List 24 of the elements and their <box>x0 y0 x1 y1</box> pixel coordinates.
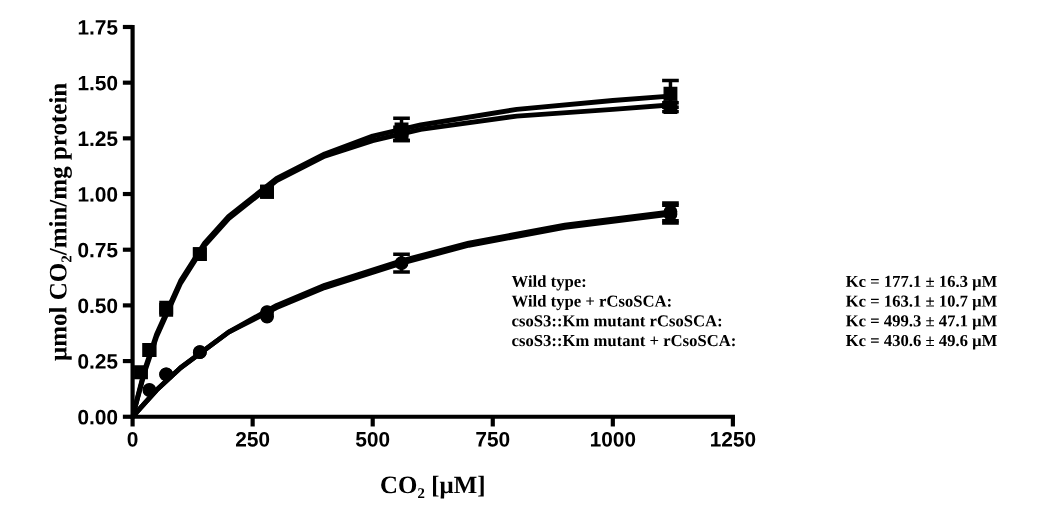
y-tick-label: 1.25 <box>78 131 118 147</box>
x-tick-label: 1250 <box>711 431 756 447</box>
x-tick-label: 500 <box>355 431 390 447</box>
y-tick-label: 1.50 <box>78 75 118 91</box>
annotation: csoS3::Km mutant rCsoSCA: <box>512 315 722 327</box>
y-tick-label: 0.25 <box>78 354 118 369</box>
x-tick-label: 750 <box>476 431 510 447</box>
y-axis-title: μmol CO₂/min/mg protein <box>49 83 72 361</box>
text: Kc = 163.1 ± 10.7 μM <box>845 295 997 311</box>
text: Kc = 177.1 ± 16.3 μM <box>845 275 997 291</box>
y-tick-label: 0.75 <box>78 242 118 258</box>
annotation: Wild type + rCsoSCA: <box>511 295 671 311</box>
x-tick-label: 250 <box>235 431 270 447</box>
annotation: csoS3::Km mutant + rCsoSCA: <box>512 334 735 347</box>
y-tick-label: 0.00 <box>78 409 118 425</box>
x-tick-label: 0 <box>127 431 138 447</box>
text: Kc = 430.6 ± 49.6 μM <box>845 334 997 350</box>
y-tick-label: 0.50 <box>78 298 118 314</box>
annotation: Wild type: <box>511 275 586 291</box>
x-tick-label: 1000 <box>590 431 636 447</box>
text: Kc = 499.3 ± 47.1 μM <box>845 315 997 330</box>
x-axis-title: CO₂ [μM] <box>381 475 484 499</box>
y-tick-label: 1.00 <box>78 187 118 202</box>
y-tick-label: 1.75 <box>78 20 118 35</box>
